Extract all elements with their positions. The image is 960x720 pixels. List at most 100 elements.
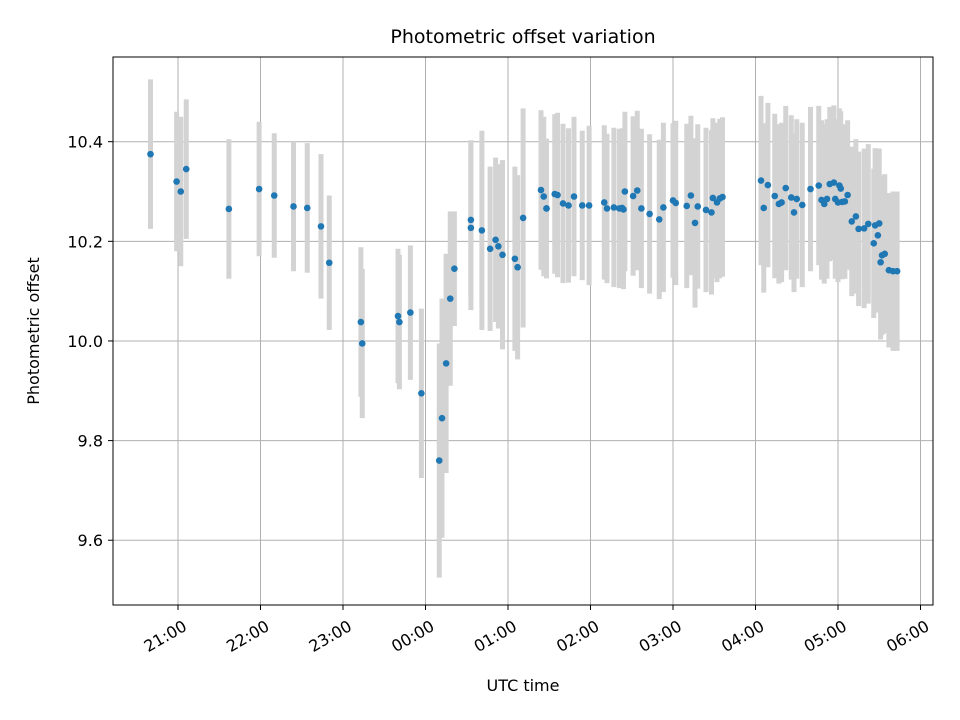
data-point [621, 188, 629, 195]
data-point [620, 206, 627, 213]
data-point [877, 258, 884, 266]
data-point [870, 240, 878, 247]
data-point [790, 209, 798, 216]
y-tick-label: 10.0 [67, 332, 103, 351]
data-point [499, 251, 506, 259]
data-point [709, 194, 717, 202]
data-point [787, 194, 795, 201]
data-point [290, 203, 297, 210]
x-tick-label: 05:00 [801, 616, 850, 656]
data-point [815, 182, 823, 189]
data-point [603, 205, 611, 212]
data-point [683, 202, 691, 210]
x-tick-label: 03:00 [636, 616, 685, 656]
data-point [629, 192, 637, 200]
data-point [702, 206, 710, 214]
data-point [694, 203, 702, 210]
data-point [578, 202, 586, 209]
data-point [540, 193, 548, 200]
data-point [764, 181, 772, 189]
data-point [881, 250, 889, 258]
data-point [537, 186, 545, 194]
data-point [357, 318, 365, 326]
x-tick-label: 21:00 [141, 616, 190, 656]
data-point [844, 191, 851, 199]
chart-title: Photometric offset variation [390, 26, 655, 48]
data-point [798, 201, 806, 209]
data-point [173, 178, 180, 185]
data-point [451, 265, 458, 273]
plot-frame [112, 56, 934, 606]
data-point [478, 227, 486, 234]
data-point [435, 457, 443, 464]
data-point [442, 360, 450, 367]
data-point [874, 232, 882, 239]
data-point [638, 205, 645, 212]
data-point [511, 255, 519, 263]
data-point [660, 204, 667, 211]
data-point [893, 267, 901, 275]
data-point [841, 198, 849, 205]
data-point [225, 205, 233, 213]
data-point [255, 185, 263, 193]
data-point [610, 204, 618, 211]
x-tick-label: 23:00 [306, 616, 355, 656]
data-point [855, 225, 862, 233]
data-point [177, 188, 185, 195]
data-point [418, 389, 425, 397]
data-point [760, 204, 768, 212]
data-point [147, 150, 154, 158]
data-point [519, 214, 527, 222]
data-point [303, 204, 311, 212]
data-point [860, 225, 868, 232]
data-point [600, 199, 608, 206]
data-point [771, 192, 779, 200]
data-point [757, 177, 765, 184]
data-point [793, 195, 801, 203]
y-tick-label: 9.6 [78, 531, 103, 550]
data-point [687, 192, 695, 199]
x-tick-label: 06:00 [883, 616, 932, 656]
data-point [394, 312, 402, 320]
data-point [646, 210, 653, 218]
y-tick-label: 10.4 [67, 133, 103, 152]
y-tick-label: 10.2 [67, 232, 103, 251]
data-point [325, 259, 333, 267]
data-point [672, 199, 680, 207]
x-axis-label: UTC time [487, 676, 560, 695]
data-point [807, 185, 814, 193]
data-point [778, 199, 785, 206]
data-point [270, 192, 278, 199]
data-point [837, 185, 845, 192]
data-point [570, 193, 578, 200]
data-point [182, 165, 190, 173]
data-point [719, 193, 726, 201]
data-points [147, 150, 901, 464]
data-point [691, 219, 699, 227]
data-point [782, 184, 790, 192]
data-point [486, 245, 494, 253]
data-point [554, 191, 561, 199]
data-point [514, 263, 521, 271]
x-tick-label: 22:00 [223, 616, 272, 656]
data-point [407, 309, 414, 316]
data-point [467, 216, 475, 224]
data-point [559, 200, 567, 207]
data-point [633, 187, 641, 194]
data-point [585, 202, 593, 209]
data-point [848, 218, 856, 225]
data-point [708, 209, 715, 216]
data-point [317, 223, 325, 230]
x-tick-label: 04:00 [718, 616, 767, 656]
data-point [492, 236, 499, 244]
data-point [875, 220, 883, 227]
data-point [852, 213, 860, 220]
data-point [495, 243, 502, 250]
error-bars [148, 79, 900, 578]
data-point [438, 414, 446, 422]
x-tick-label: 01:00 [471, 616, 520, 656]
x-axis: 21:00 22:00 23:00 00:00 01:00 02:00 03:00 04:00… [141, 605, 933, 656]
data-point [820, 200, 828, 208]
data-point [467, 224, 475, 232]
